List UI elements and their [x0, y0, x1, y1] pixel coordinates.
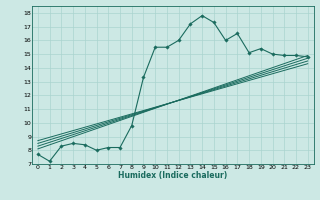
- X-axis label: Humidex (Indice chaleur): Humidex (Indice chaleur): [118, 171, 228, 180]
